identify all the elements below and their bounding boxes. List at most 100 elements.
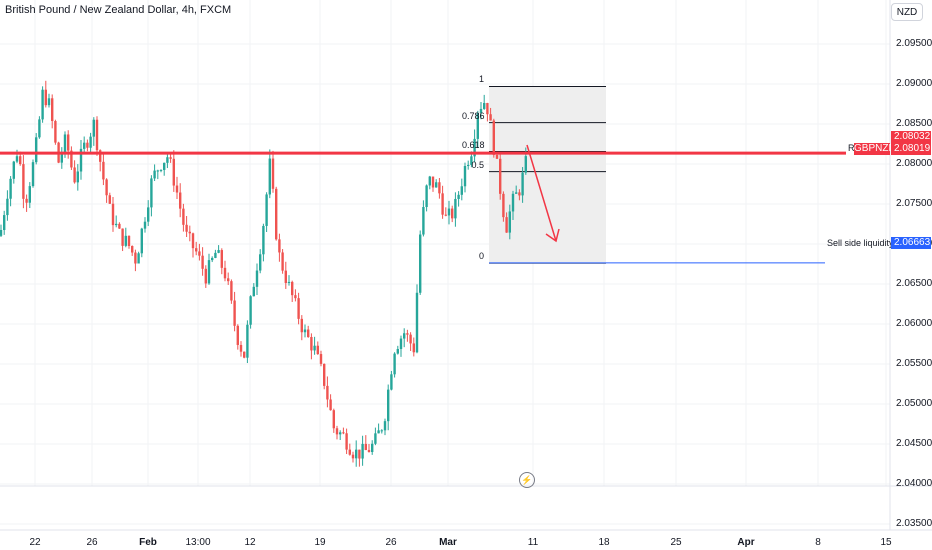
price-axis-label: 2.09000 [896,78,932,89]
candle [339,430,342,441]
candle [419,230,422,295]
candle [147,200,150,227]
candle [191,232,195,258]
candle [518,189,521,201]
candle [479,101,483,120]
candle [326,376,329,408]
candle [38,116,41,139]
candle [25,194,28,212]
currency-button[interactable]: NZD [891,3,923,21]
candle [387,384,390,431]
symbol-tag: GBPNZD [854,143,896,155]
time-axis-label: Feb [139,537,157,548]
candle [278,233,281,262]
candle [463,162,467,193]
candle [329,394,332,411]
candle [134,249,137,272]
lightning-icon[interactable]: ⚡ [519,472,535,488]
price-axis-label: 2.03500 [896,518,932,529]
candle [438,177,441,199]
candle [195,241,198,256]
candle [486,102,489,122]
candle [239,341,243,357]
candle [364,435,367,451]
candle [182,203,185,232]
candle [175,176,179,200]
fib-level-label: 0.786 [462,110,485,121]
candle [415,284,419,354]
candle [159,169,163,173]
candle [316,341,319,355]
candle [300,315,303,341]
candle [284,261,287,289]
candle [223,260,227,282]
candle [172,150,175,192]
candle [201,247,204,276]
candle [374,427,377,446]
candle [473,129,476,163]
candle [51,94,54,129]
candle [95,116,99,156]
candle [409,332,412,351]
time-axis-label: 13:00 [185,537,211,548]
candle [124,227,127,248]
price-axis-label: 2.05000 [896,398,932,409]
candle [390,370,393,391]
candle [76,164,79,191]
candle [211,256,214,263]
candle [332,408,335,433]
candle [428,175,431,190]
candle [441,185,444,219]
candle [425,184,428,212]
resistance-label: R [848,143,855,153]
candle [35,133,38,165]
candle [489,107,492,121]
price-axis-label: 2.05500 [896,358,932,369]
candle [342,427,345,435]
candle [243,351,246,359]
candle [31,159,35,188]
candle [83,136,86,155]
time-axis-label: 8 [815,537,821,548]
candle [79,139,83,180]
candle [198,243,201,261]
candle [367,444,371,453]
candle [310,333,313,360]
candle [255,263,259,296]
candle [399,335,403,357]
candle [505,212,508,233]
candle [268,149,271,199]
candle [6,190,9,221]
fib-retracement-box[interactable] [489,86,606,264]
candle [511,190,515,220]
candle [348,443,351,456]
candle [166,153,169,169]
candle [22,155,25,209]
candle [271,150,275,193]
candle [406,329,409,342]
candle [73,160,76,184]
candle [127,235,131,249]
candle [246,320,249,364]
projection-arrow[interactable] [526,144,560,243]
candle [188,225,191,242]
candle [179,183,182,218]
candle [502,191,505,222]
current-price-tag: 2.08019 [891,143,931,155]
candle [121,228,124,252]
time-axis-label: 15 [880,537,892,548]
candle [217,245,220,254]
liquidity-price-tag: 2.06663 [891,237,931,249]
candle [44,80,47,108]
candle [345,428,348,455]
candle [262,223,265,262]
candle [383,418,387,436]
candle [89,132,92,155]
fib-level-label: 1 [478,74,484,85]
time-axis-label: 18 [598,537,610,548]
candle [220,248,223,275]
chart-title: British Pound / New Zealand Dollar, 4h, … [5,4,232,16]
time-axis-label: 12 [244,537,256,548]
